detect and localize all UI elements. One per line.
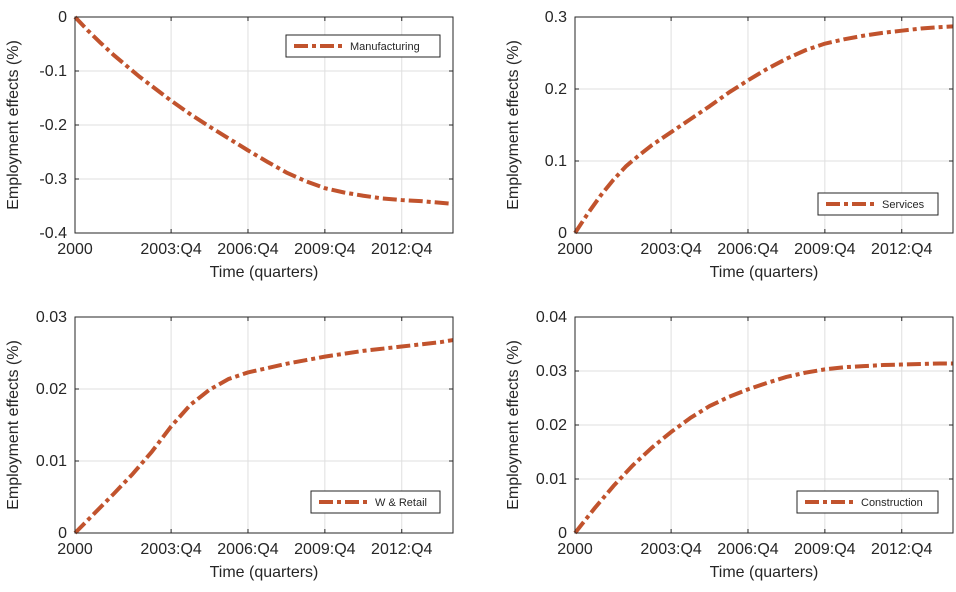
x-tick-label: 2006:Q4 — [717, 541, 778, 558]
x-axis-label: Time (quarters) — [210, 264, 319, 281]
x-tick-label: 2000 — [57, 541, 93, 558]
legend-box — [310, 490, 441, 514]
y-tick-label: 0 — [58, 9, 67, 26]
x-tick-label: 2006:Q4 — [717, 241, 778, 258]
y-axis-label: Employment effects (%) — [505, 340, 522, 510]
x-axis-label: Time (quarters) — [710, 264, 819, 281]
x-tick-label: 2000 — [557, 541, 593, 558]
axes-box — [574, 16, 954, 234]
y-axis-label: Employment effects (%) — [505, 40, 522, 210]
y-tick-label: 0.1 — [545, 153, 567, 170]
legend-label: Construction — [861, 497, 923, 509]
chart-panel-4: 2000 2003:Q4 2006:Q4 2009:Q4 2012:Q4 0 0.01 0.0… — [505, 309, 954, 581]
y-tick-label: 0.03 — [536, 363, 567, 380]
x-tick-label: 2009:Q4 — [294, 241, 355, 258]
x-tick-label: 2003:Q4 — [640, 541, 701, 558]
chart-panel-3: 2000 2003:Q4 2006:Q4 2009:Q4 2012:Q4 0 0.01 0.0… — [5, 309, 454, 581]
legend-box — [817, 192, 939, 216]
series-line-1 — [73, 15, 454, 206]
x-tick-label: 2006:Q4 — [217, 541, 278, 558]
legend: Services — [817, 192, 939, 216]
y-axis-label: Employment effects (%) — [5, 40, 22, 210]
legend-label: Manufacturing — [350, 41, 420, 53]
x-tick-label: 2006:Q4 — [217, 241, 278, 258]
y-tick-label: 0 — [58, 525, 67, 542]
y-tick-label: 0.3 — [545, 9, 567, 26]
y-tick-label: 0.02 — [536, 417, 567, 434]
y-tick-label: -0.1 — [39, 63, 67, 80]
x-tick-label: 2009:Q4 — [294, 541, 355, 558]
y-tick-label: 0.2 — [545, 81, 567, 98]
y-tick-label: 0.03 — [36, 309, 67, 326]
x-tick-label: 2009:Q4 — [794, 541, 855, 558]
y-tick-label: 0.01 — [36, 453, 67, 470]
legend: Manufacturing — [285, 34, 441, 58]
x-tick-label: 2009:Q4 — [794, 241, 855, 258]
chart-panel-1: 2000 2003:Q4 2006:Q4 2009:Q4 2012:Q4 0 -0.1 -0.… — [5, 9, 454, 281]
y-tick-label: 0.01 — [536, 471, 567, 488]
x-tick-label: 2000 — [57, 241, 93, 258]
x-axis-label: Time (quarters) — [710, 564, 819, 581]
series-line-2 — [573, 24, 954, 235]
legend-label: W & Retail — [375, 497, 427, 509]
legend: W & Retail — [310, 490, 441, 514]
y-tick-label: -0.4 — [39, 225, 67, 242]
y-tick-label: 0 — [558, 225, 567, 242]
legend-label: Services — [882, 199, 925, 211]
y-axis-label: Employment effects (%) — [5, 340, 22, 510]
x-tick-label: 2000 — [557, 241, 593, 258]
y-tick-label: 0.04 — [536, 309, 567, 326]
x-tick-label: 2003:Q4 — [140, 241, 201, 258]
legend-box — [285, 34, 441, 58]
x-axis-label: Time (quarters) — [210, 564, 319, 581]
y-tick-label: -0.2 — [39, 117, 67, 134]
x-tick-label: 2003:Q4 — [640, 241, 701, 258]
y-tick-label: -0.3 — [39, 171, 67, 188]
y-tick-label: 0 — [558, 525, 567, 542]
x-tick-label: 2012:Q4 — [871, 241, 932, 258]
series-line-4 — [573, 361, 953, 535]
x-tick-label: 2012:Q4 — [371, 241, 432, 258]
x-tick-label: 2012:Q4 — [371, 541, 432, 558]
chart-panel-2: 2000 2003:Q4 2006:Q4 2009:Q4 2012:Q4 0 0.1 0.2 0… — [505, 9, 954, 281]
legend: Construction — [796, 490, 939, 514]
axes-box — [74, 316, 454, 534]
x-tick-label: 2003:Q4 — [140, 541, 201, 558]
x-tick-label: 2012:Q4 — [871, 541, 932, 558]
legend-box — [796, 490, 939, 514]
y-tick-label: 0.02 — [36, 381, 67, 398]
